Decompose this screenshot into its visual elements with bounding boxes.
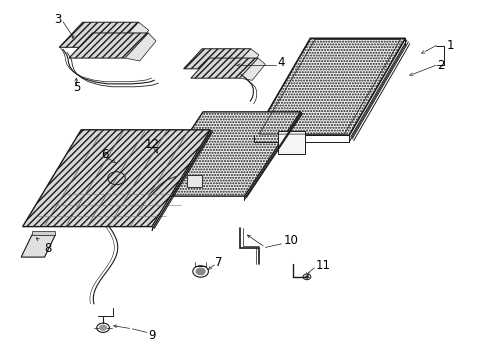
Circle shape: [305, 276, 308, 278]
Polygon shape: [147, 112, 300, 196]
Polygon shape: [59, 22, 139, 47]
Text: 6: 6: [101, 148, 108, 161]
Text: 2: 2: [436, 59, 444, 72]
Text: 12: 12: [144, 138, 159, 150]
Text: 9: 9: [148, 329, 156, 342]
Polygon shape: [254, 39, 405, 135]
Polygon shape: [22, 130, 210, 226]
Polygon shape: [278, 131, 305, 154]
Polygon shape: [232, 49, 259, 71]
Text: 1: 1: [446, 39, 453, 52]
Polygon shape: [69, 33, 148, 58]
Circle shape: [100, 325, 106, 330]
Polygon shape: [190, 58, 258, 78]
Circle shape: [196, 268, 204, 275]
Text: 3: 3: [54, 13, 61, 26]
Polygon shape: [239, 58, 264, 80]
Text: 4: 4: [277, 56, 285, 69]
Text: 10: 10: [283, 234, 298, 247]
Text: 7: 7: [215, 256, 223, 269]
Polygon shape: [183, 49, 250, 69]
Polygon shape: [21, 235, 55, 257]
Text: 5: 5: [73, 81, 80, 94]
Polygon shape: [125, 33, 156, 61]
Text: 11: 11: [315, 259, 330, 272]
Text: 8: 8: [44, 242, 52, 255]
Polygon shape: [115, 22, 148, 50]
Polygon shape: [186, 175, 201, 187]
Polygon shape: [32, 231, 55, 235]
